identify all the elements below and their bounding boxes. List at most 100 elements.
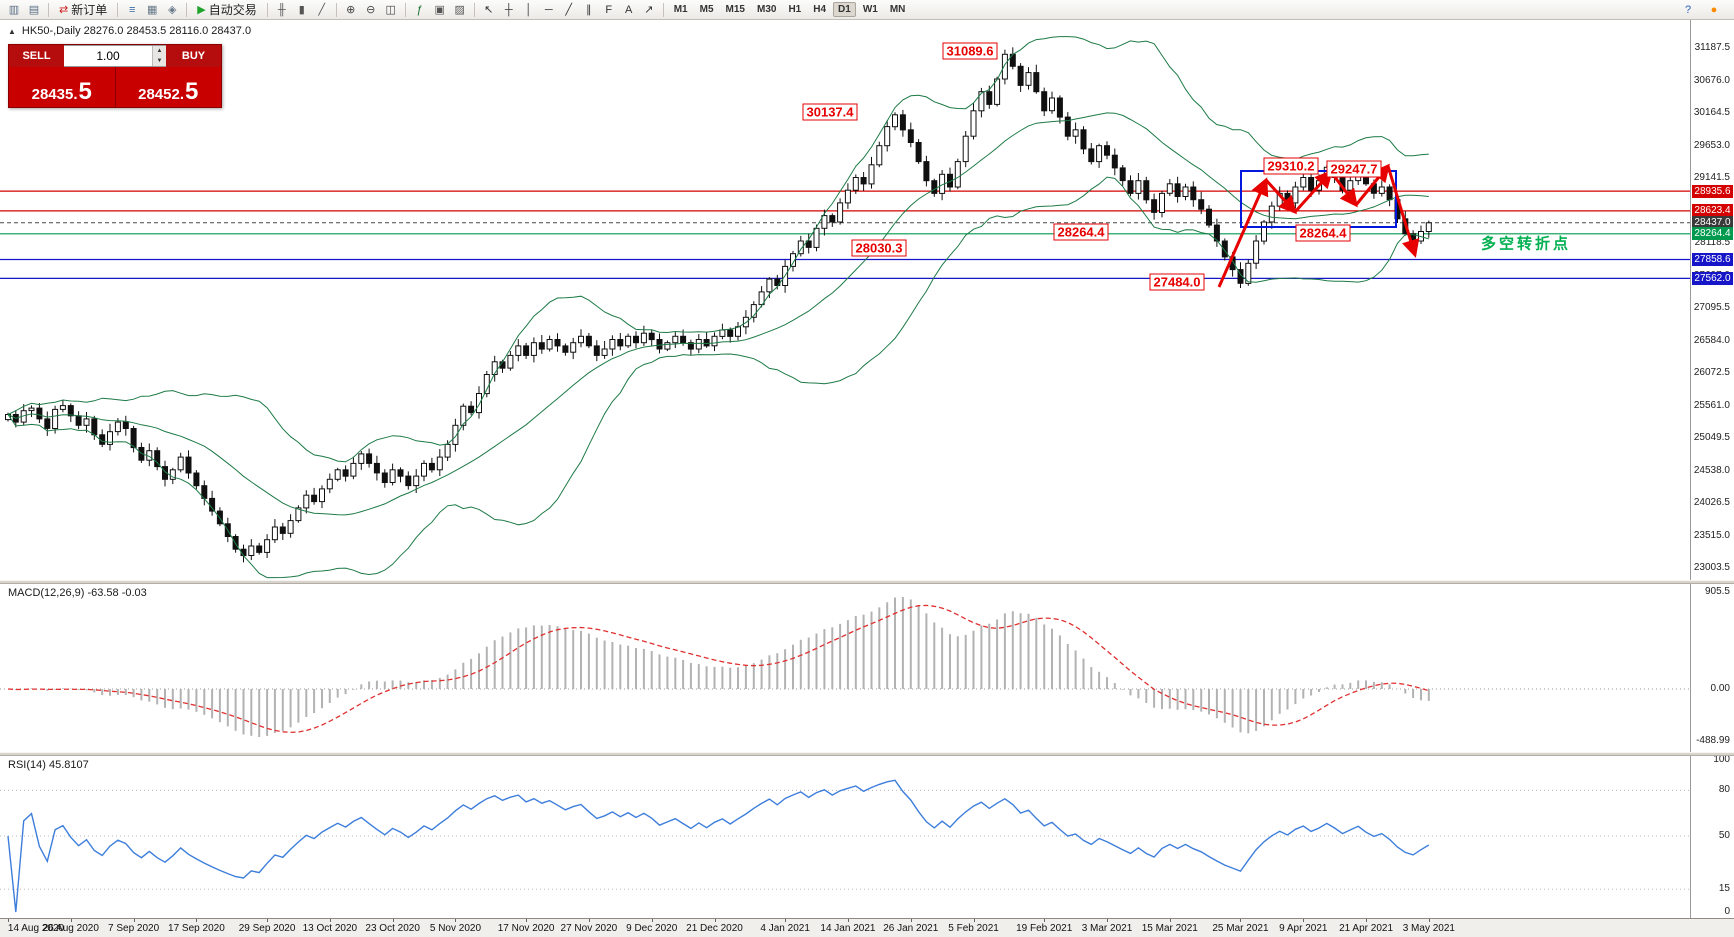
turning-point-note[interactable]: 多空转折点	[1480, 235, 1572, 253]
date-tick	[1044, 919, 1046, 922]
zigzag-arrow-segment[interactable]	[1293, 169, 1334, 214]
objects-list-icon[interactable]: ▣	[431, 2, 449, 18]
date-tick	[1366, 919, 1368, 922]
toolbar-separator	[335, 2, 337, 17]
channel-icon[interactable]: ∥	[580, 2, 598, 18]
timeframe-button-w1[interactable]: W1	[862, 4, 878, 15]
price-axis-label: 26072.5	[1693, 367, 1730, 378]
price-axis-label: 25049.5	[1693, 432, 1730, 443]
rsi-canvas	[0, 779, 1690, 913]
date-tick	[267, 919, 269, 922]
date-tick	[714, 919, 716, 922]
macd-panel[interactable]: MACD(12,26,9) -63.58 -0.03	[0, 584, 1690, 752]
price-chart-panel[interactable]: 31089.6 30137.4 29310.2 29247.7 28264.4 28030…	[0, 20, 1690, 580]
rsi-panel[interactable]: RSI(14) 45.8107	[0, 756, 1690, 918]
price-axis-label: 24538.0	[1693, 465, 1730, 476]
price-annotation[interactable]: 30137.4	[802, 103, 858, 121]
candlestick-chart-icon[interactable]: ▮	[293, 2, 311, 18]
price-axis-label: 29141.5	[1693, 172, 1730, 183]
zigzag-arrow-segment[interactable]	[1386, 165, 1420, 258]
bollinger-lower-band	[7, 176, 1429, 579]
timeframe-button-h1[interactable]: H1	[788, 4, 802, 15]
price-annotation[interactable]: 29310.2	[1263, 157, 1319, 175]
price-axis-label: 30164.5	[1693, 107, 1730, 118]
timeframe-button-m5[interactable]: M5	[699, 4, 714, 15]
channel-icon: ∥	[585, 3, 592, 16]
timeframe-button-d1[interactable]: D1	[833, 2, 856, 17]
zoom-out-icon[interactable]: ⊖	[362, 2, 380, 18]
templates-icon[interactable]: ▨	[451, 2, 469, 18]
toolbar-separator	[117, 2, 119, 17]
price-annotation[interactable]: 28030.3	[851, 239, 907, 257]
toolbar-right-group: ? ●	[1678, 2, 1730, 18]
horizontal-line-icon[interactable]: ─	[540, 2, 558, 18]
price-tag: 28264.4	[1692, 227, 1733, 240]
vertical-line-icon[interactable]: │	[520, 2, 538, 18]
zoom-in-icon[interactable]: ⊕	[342, 2, 360, 18]
market-watch-icon[interactable]: ≡	[123, 2, 141, 18]
price-annotation[interactable]: 28264.4	[1295, 224, 1351, 242]
zigzag-arrow-segment[interactable]	[1329, 171, 1358, 208]
navigator-icon[interactable]: ◈	[163, 2, 181, 18]
price-axis-label: 23003.5	[1693, 562, 1730, 573]
price-annotation[interactable]: 31089.6	[942, 42, 998, 60]
zigzag-arrow-segment[interactable]	[1264, 178, 1298, 215]
timeframe-button-h4[interactable]: H4	[813, 4, 827, 15]
text-icon[interactable]: A	[620, 2, 638, 18]
one-click-trading-toggle-icon[interactable]: ▲	[8, 26, 16, 36]
crosshair-icon[interactable]: ┼	[500, 2, 518, 18]
date-tick	[588, 919, 590, 922]
new-chart-icon[interactable]: ▥	[5, 2, 23, 18]
one-click-trading-panel: SELL ▲ ▼ BUY 28435.5 28452.5	[8, 44, 222, 108]
rsi-axis-label: 100	[1713, 754, 1730, 765]
profiles-icon[interactable]: ▤	[25, 2, 43, 18]
buy-button[interactable]: 28452. 5	[115, 67, 221, 107]
help-icon[interactable]: ?	[1684, 3, 1692, 16]
navigator-icon: ◈	[168, 3, 177, 16]
bar-chart-icon[interactable]: ╫	[273, 2, 291, 18]
symbol-ohlc-info: HK50-,Daily 28276.0 28453.5 28116.0 2843…	[21, 25, 252, 37]
zigzag-arrow-segment[interactable]	[1217, 177, 1269, 288]
date-axis-label: 4 Jan 2021	[760, 923, 810, 934]
panel-separator[interactable]	[0, 580, 1734, 584]
tile-windows-icon[interactable]: ◫	[382, 2, 400, 18]
volume-down-button[interactable]: ▼	[153, 56, 166, 66]
sell-button[interactable]: 28435. 5	[9, 67, 116, 107]
date-axis-label: 9 Dec 2020	[626, 923, 678, 934]
trendline-icon[interactable]: ╱	[560, 2, 578, 18]
timeframe-button-m1[interactable]: M1	[673, 4, 688, 15]
date-axis-label: 26 Aug 2020	[42, 923, 99, 934]
buy-price: 28452.	[138, 86, 185, 103]
new-order-button[interactable]: ⇄ 新订单	[54, 2, 112, 18]
date-tick	[392, 919, 394, 922]
time-axis[interactable]: 14 Aug 2020 26 Aug 2020 7 Sep 2020 17 Sep 2…	[0, 918, 1734, 937]
auto-trading-button[interactable]: ▶ 自动交易	[192, 2, 261, 18]
timeframe-button-m15[interactable]: M15	[725, 4, 745, 15]
cursor-icon[interactable]: ↖	[480, 2, 498, 18]
panel-separator[interactable]	[0, 752, 1734, 756]
templates-icon: ▨	[454, 3, 465, 16]
price-annotation[interactable]: 27484.0	[1149, 273, 1205, 291]
new-order-icon: ⇄	[59, 4, 69, 16]
price-annotation[interactable]: 29247.7	[1326, 160, 1382, 178]
timeframe-button-mn[interactable]: MN	[889, 4, 906, 15]
sell-price-big-digit: 5	[78, 78, 92, 105]
line-chart-icon[interactable]: ╱	[313, 2, 331, 18]
data-window-icon[interactable]: ▦	[143, 2, 161, 18]
record-indicator-icon[interactable]: ●	[1710, 3, 1718, 16]
rsi-axis-label: 80	[1718, 784, 1730, 795]
chart-canvas[interactable]	[0, 20, 1690, 580]
arrows-icon[interactable]: ↗	[640, 2, 658, 18]
volume-up-button[interactable]: ▲	[153, 46, 166, 56]
tile-windows-icon: ◫	[385, 3, 396, 16]
zigzag-arrow-segment[interactable]	[1354, 163, 1390, 206]
indicators-icon[interactable]: ƒ	[411, 2, 429, 18]
price-annotation[interactable]: 28264.4	[1053, 223, 1109, 241]
fibonacci-icon[interactable]: F	[600, 2, 618, 18]
cursor-icon: ↖	[484, 3, 494, 16]
date-tick	[1169, 919, 1171, 922]
toolbar-separator	[662, 2, 664, 17]
volume-input[interactable]	[64, 46, 152, 66]
line-chart-icon: ╱	[318, 3, 326, 16]
timeframe-button-m30[interactable]: M30	[756, 4, 777, 15]
